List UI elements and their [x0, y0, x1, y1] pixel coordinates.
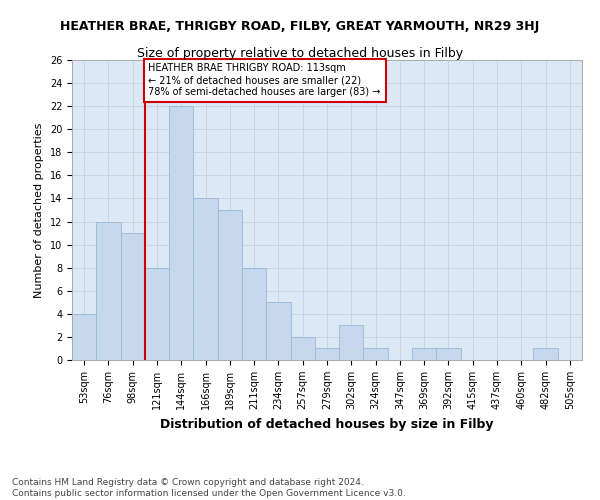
- Bar: [96, 222, 121, 360]
- Bar: [412, 348, 436, 360]
- Bar: [72, 314, 96, 360]
- Bar: [290, 337, 315, 360]
- Text: HEATHER BRAE, THRIGBY ROAD, FILBY, GREAT YARMOUTH, NR29 3HJ: HEATHER BRAE, THRIGBY ROAD, FILBY, GREAT…: [61, 20, 539, 33]
- Bar: [364, 348, 388, 360]
- Bar: [218, 210, 242, 360]
- X-axis label: Distribution of detached houses by size in Filby: Distribution of detached houses by size …: [160, 418, 494, 430]
- Bar: [121, 233, 145, 360]
- Bar: [339, 326, 364, 360]
- Y-axis label: Number of detached properties: Number of detached properties: [34, 122, 44, 298]
- Bar: [266, 302, 290, 360]
- Bar: [315, 348, 339, 360]
- Bar: [145, 268, 169, 360]
- Text: Contains HM Land Registry data © Crown copyright and database right 2024.
Contai: Contains HM Land Registry data © Crown c…: [12, 478, 406, 498]
- Text: Size of property relative to detached houses in Filby: Size of property relative to detached ho…: [137, 48, 463, 60]
- Bar: [436, 348, 461, 360]
- Text: HEATHER BRAE THRIGBY ROAD: 113sqm
← 21% of detached houses are smaller (22)
78% : HEATHER BRAE THRIGBY ROAD: 113sqm ← 21% …: [149, 64, 381, 96]
- Bar: [169, 106, 193, 360]
- Bar: [193, 198, 218, 360]
- Bar: [242, 268, 266, 360]
- Bar: [533, 348, 558, 360]
